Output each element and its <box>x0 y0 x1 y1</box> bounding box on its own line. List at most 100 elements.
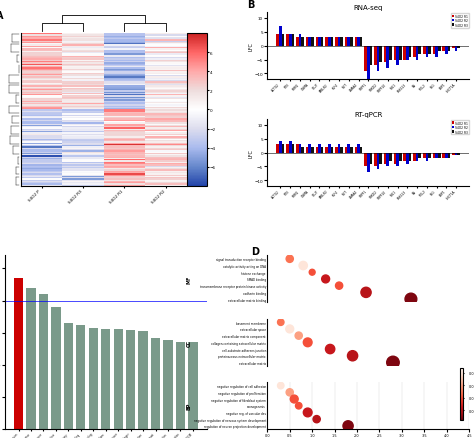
Bar <box>416 46 419 60</box>
Bar <box>419 46 421 55</box>
Bar <box>321 148 323 153</box>
Bar <box>428 153 431 159</box>
Bar <box>299 35 301 46</box>
Bar <box>384 153 386 164</box>
Bar <box>350 38 353 46</box>
Bar <box>311 38 314 46</box>
Bar <box>282 145 284 153</box>
Bar <box>126 330 135 429</box>
Bar <box>292 35 294 46</box>
Bar <box>27 288 36 429</box>
Bar <box>316 148 318 153</box>
Bar <box>355 38 357 46</box>
Bar <box>311 148 314 153</box>
Point <box>295 403 302 410</box>
Bar <box>76 325 85 429</box>
Bar <box>316 38 318 46</box>
Point <box>362 289 370 296</box>
Bar <box>377 46 379 71</box>
Point <box>300 262 307 269</box>
Bar <box>164 341 173 429</box>
Bar <box>452 46 455 49</box>
Point <box>326 346 334 353</box>
Point <box>277 319 284 326</box>
Bar <box>413 153 416 162</box>
Point <box>344 422 352 429</box>
Bar <box>409 153 411 162</box>
Bar <box>151 338 160 429</box>
Bar <box>403 153 406 162</box>
Bar <box>374 153 377 167</box>
Bar <box>14 278 23 429</box>
Bar <box>64 323 73 429</box>
Bar <box>350 148 353 153</box>
Bar <box>442 46 445 52</box>
Bar <box>306 38 309 46</box>
Bar <box>286 145 289 153</box>
Bar <box>365 46 367 71</box>
Bar <box>406 46 409 60</box>
Bar <box>426 46 428 57</box>
Bar <box>321 38 323 46</box>
Point <box>335 283 343 290</box>
Bar <box>335 148 337 153</box>
Bar <box>438 46 440 52</box>
Bar <box>399 46 401 60</box>
Bar <box>286 35 289 46</box>
Point <box>349 353 356 360</box>
Bar <box>447 153 450 159</box>
Bar <box>367 46 370 80</box>
Bar <box>176 342 185 429</box>
Bar <box>101 329 110 429</box>
Bar <box>445 46 447 55</box>
Bar <box>318 145 321 153</box>
Bar <box>279 142 282 153</box>
Bar <box>330 38 333 46</box>
Bar <box>452 153 455 156</box>
Bar <box>435 46 438 57</box>
Bar <box>370 46 372 66</box>
Bar <box>379 46 382 63</box>
Bar <box>345 38 347 46</box>
Bar <box>325 148 328 153</box>
Point <box>304 409 311 416</box>
Bar <box>457 46 460 49</box>
Bar <box>337 38 340 46</box>
Bar <box>445 153 447 159</box>
Point <box>322 276 329 283</box>
Text: MF: MF <box>186 275 191 283</box>
Text: BP: BP <box>186 402 191 410</box>
Bar <box>386 46 389 69</box>
Bar <box>39 294 48 429</box>
Point <box>304 339 311 346</box>
Title: RNA-seq: RNA-seq <box>354 5 383 11</box>
Bar <box>455 46 457 52</box>
Bar <box>435 153 438 159</box>
Text: D: D <box>251 247 259 257</box>
Bar <box>384 46 386 63</box>
Text: CC: CC <box>186 339 191 346</box>
Bar <box>393 46 396 60</box>
Bar <box>138 331 148 429</box>
Bar <box>419 153 421 159</box>
Bar <box>276 145 279 153</box>
Bar <box>355 148 357 153</box>
Point <box>286 326 293 333</box>
Bar <box>389 46 392 60</box>
Bar <box>365 153 367 167</box>
Text: A: A <box>0 11 4 21</box>
Bar <box>296 38 299 46</box>
Bar <box>406 153 409 164</box>
Bar <box>367 153 370 173</box>
Bar <box>360 38 363 46</box>
Bar <box>325 38 328 46</box>
Bar <box>347 145 350 153</box>
Bar <box>282 35 284 46</box>
Point <box>291 396 298 403</box>
Bar <box>113 330 123 429</box>
Bar <box>399 153 401 162</box>
Bar <box>438 153 440 159</box>
Bar <box>328 38 330 46</box>
Bar <box>428 46 431 55</box>
Bar <box>360 148 363 153</box>
